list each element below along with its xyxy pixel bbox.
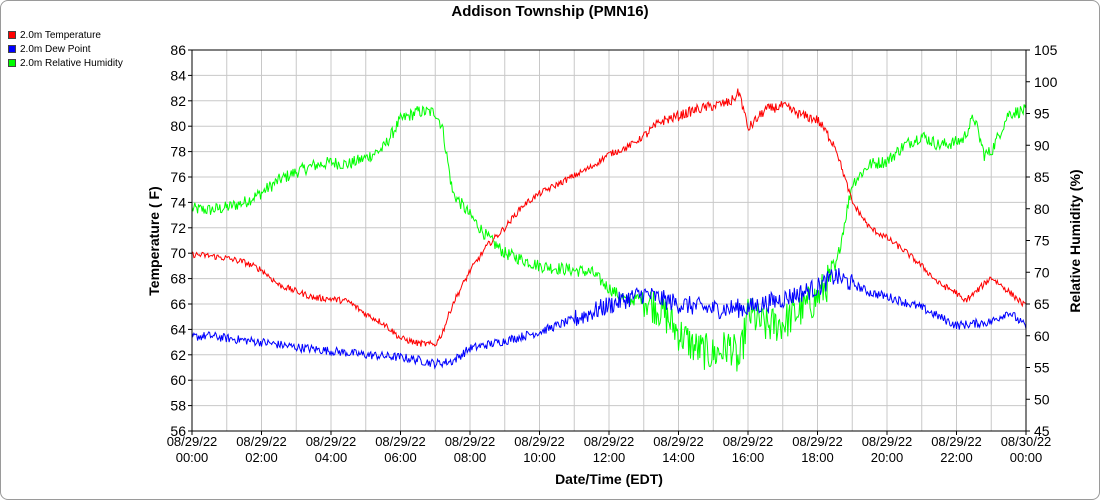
y-tick-label: 58	[170, 398, 186, 414]
y2-tick-label: 60	[1034, 328, 1050, 344]
y-tick-label: 74	[170, 194, 186, 210]
y-tick-label: 84	[170, 67, 186, 83]
series-lines	[191, 88, 1027, 372]
x-tick-label-time: 06:00	[384, 450, 417, 465]
x-tick-label-time: 02:00	[245, 450, 278, 465]
chart-title: Addison Township (PMN16)	[451, 3, 649, 20]
series-dew-point-line	[191, 268, 1027, 370]
y-tick-label: 66	[170, 296, 186, 312]
x-tick-label-time: 20:00	[871, 450, 904, 465]
x-tick-label-time: 18:00	[801, 450, 834, 465]
y2-tick-label: 50	[1034, 391, 1050, 407]
x-tick-label-date: 08/29/22	[514, 434, 565, 449]
x-tick-label-time: 12:00	[593, 450, 626, 465]
y2-tick-label: 95	[1034, 106, 1050, 122]
y2-tick-label: 100	[1034, 74, 1058, 90]
x-tick-label-date: 08/29/22	[375, 434, 426, 449]
y-tick-label: 80	[170, 118, 186, 134]
legend-swatch-dew-point	[8, 45, 16, 53]
series-temperature-line	[191, 88, 1027, 347]
y-tick-label: 60	[170, 372, 186, 388]
y-tick-label: 78	[170, 144, 186, 160]
y2-tick-label: 65	[1034, 296, 1050, 312]
y-tick-label: 72	[170, 220, 186, 236]
y-tick-label: 82	[170, 93, 186, 109]
x-tick-label-time: 16:00	[732, 450, 765, 465]
x-tick-label-time: 00:00	[1010, 450, 1043, 465]
y2-tick-label: 80	[1034, 201, 1050, 217]
x-tick-label-date: 08/29/22	[236, 434, 287, 449]
grid	[192, 49, 1026, 432]
x-axis-label: Date/Time (EDT)	[555, 471, 663, 487]
y-tick-label: 64	[170, 321, 186, 337]
legend-label-dew-point: 2.0m Dew Point	[20, 43, 91, 55]
x-tick-label-date: 08/29/22	[445, 434, 496, 449]
x-tick-label-time: 22:00	[940, 450, 973, 465]
x-tick-label-time: 00:00	[176, 450, 209, 465]
legend-label-relative-humidity: 2.0m Relative Humidity	[20, 57, 123, 69]
legend-item-relative-humidity: 2.0m Relative Humidity	[8, 56, 123, 70]
x-tick-label-date: 08/29/22	[306, 434, 357, 449]
y2-tick-label: 70	[1034, 264, 1050, 280]
legend-item-temperature: 2.0m Temperature	[8, 28, 123, 42]
y-axis-label: Temperature ( F)	[146, 186, 162, 295]
y2-tick-label: 105	[1034, 42, 1058, 58]
x-tick-label-date: 08/29/22	[723, 434, 774, 449]
y-tick-label: 76	[170, 169, 186, 185]
x-axis: 08/29/2200:0008/29/2202:0008/29/2204:000…	[167, 431, 1052, 465]
x-tick-label-time: 14:00	[662, 450, 695, 465]
x-tick-label-date: 08/29/22	[653, 434, 704, 449]
y2-tick-label: 90	[1034, 137, 1050, 153]
legend-label-temperature: 2.0m Temperature	[20, 29, 101, 41]
x-tick-label-date: 08/29/22	[862, 434, 913, 449]
y-axis-right: 45 50 55 60 65 70 75 80 85 90 95 100 105	[1026, 42, 1058, 439]
y2-tick-label: 55	[1034, 360, 1050, 376]
x-tick-label-date: 08/29/22	[584, 434, 635, 449]
y-tick-label: 70	[170, 245, 186, 261]
y2-tick-label: 45	[1034, 423, 1050, 439]
y2-tick-label: 85	[1034, 169, 1050, 185]
legend-swatch-relative-humidity	[8, 59, 16, 67]
y-tick-label: 56	[170, 423, 186, 439]
y2-tick-label: 75	[1034, 233, 1050, 249]
y-tick-label: 86	[170, 42, 186, 58]
y-tick-label: 62	[170, 347, 186, 363]
legend-swatch-temperature	[8, 31, 16, 39]
x-tick-label-date: 08/29/22	[167, 434, 218, 449]
x-tick-label-time: 04:00	[315, 450, 348, 465]
x-tick-label-time: 08:00	[454, 450, 487, 465]
legend: 2.0m Temperature 2.0m Dew Point 2.0m Rel…	[8, 28, 123, 70]
y2-axis-label: Relative Humidity (%)	[1067, 169, 1083, 312]
legend-item-dew-point: 2.0m Dew Point	[8, 42, 123, 56]
x-tick-label-date: 08/29/22	[931, 434, 982, 449]
x-tick-label-time: 10:00	[523, 450, 556, 465]
y-tick-label: 68	[170, 271, 186, 287]
series-relative-humidity-line	[191, 104, 1027, 372]
x-tick-label-date: 08/30/22	[1001, 434, 1052, 449]
y-axis-left: 56 58 60 62 64 66 68 70 72 74 76 78 80 82 84 86	[170, 42, 192, 439]
x-tick-label-date: 08/29/22	[792, 434, 843, 449]
